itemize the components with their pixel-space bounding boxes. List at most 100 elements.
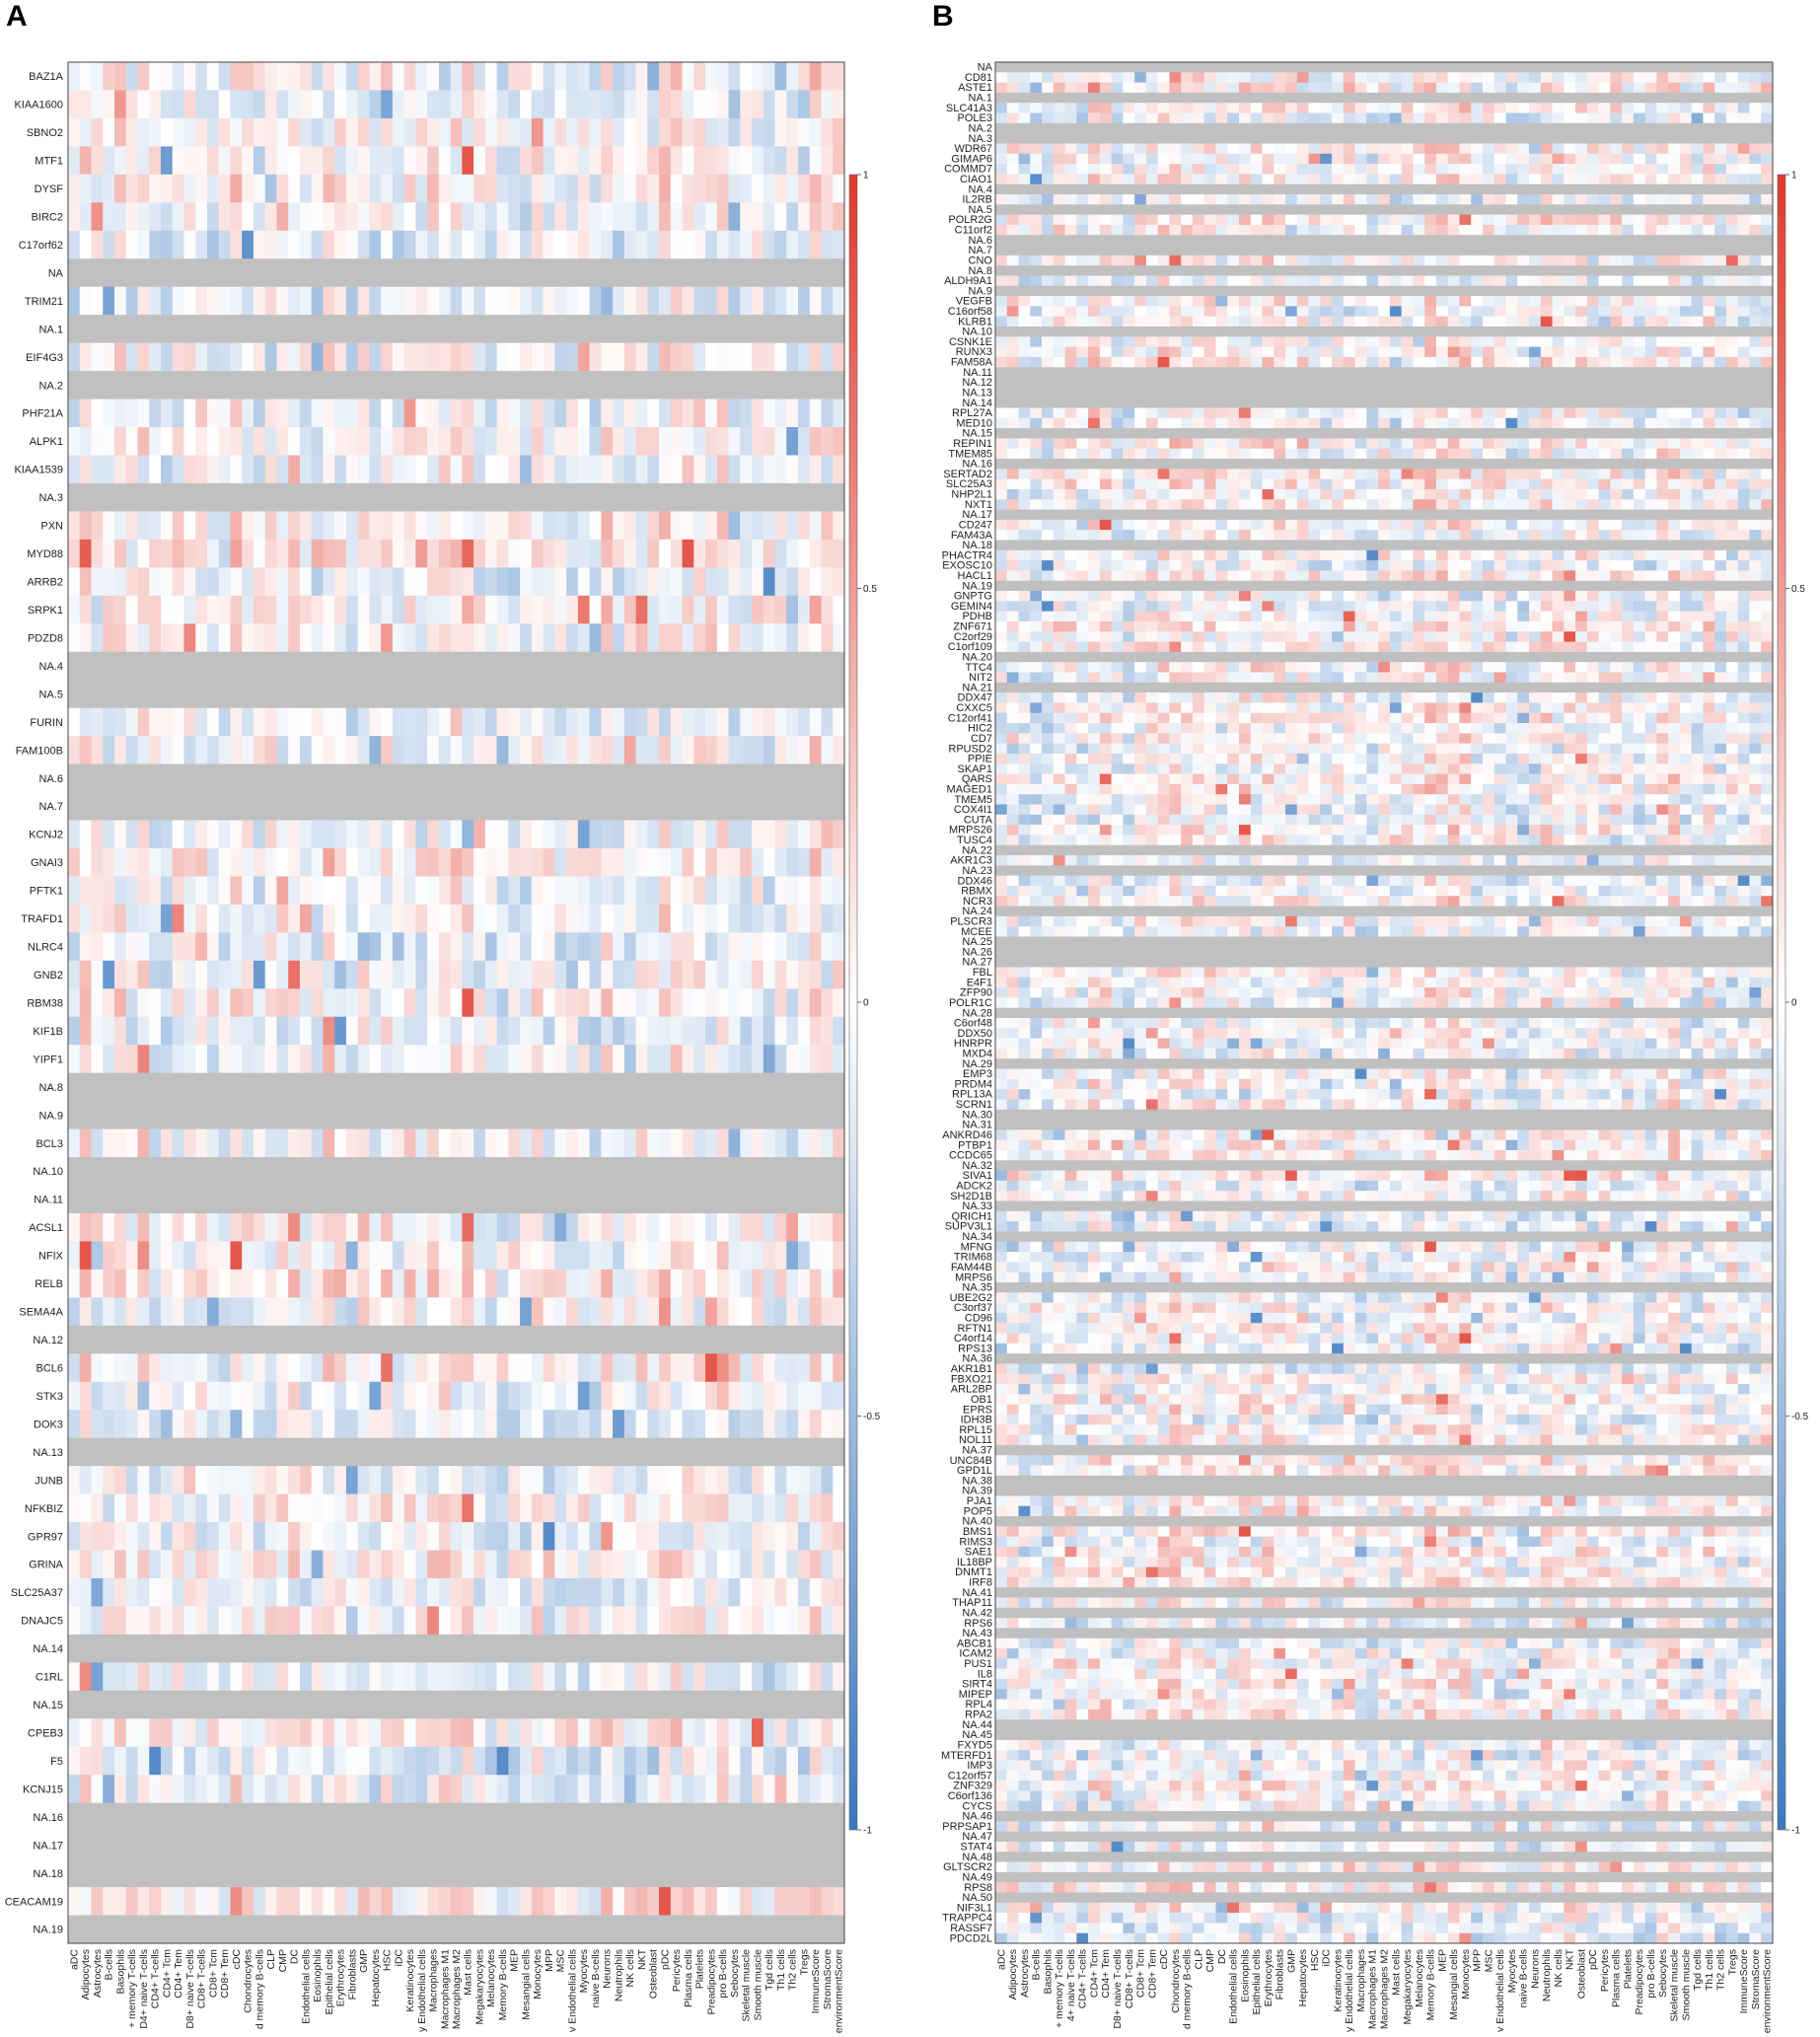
heatmap-cell <box>1622 224 1635 236</box>
heatmap-cell <box>183 1662 196 1692</box>
heatmap-cell <box>1679 174 1692 184</box>
heatmap-cell <box>1308 336 1321 347</box>
heatmap-cell <box>1274 407 1286 419</box>
heatmap-cell <box>137 1410 150 1438</box>
heatmap-cell <box>554 174 567 203</box>
heatmap-cell <box>1018 296 1031 307</box>
heatmap-cell <box>1413 164 1425 175</box>
heatmap-cell <box>1203 448 1216 460</box>
heatmap-cell <box>264 1045 277 1073</box>
heatmap-cell <box>1493 82 1506 94</box>
heatmap-cell <box>1354 448 1367 460</box>
heatmap-cell <box>253 399 265 428</box>
heatmap-cell <box>577 455 590 484</box>
heatmap-cell <box>740 904 753 933</box>
row-label: NA.2 <box>39 380 63 392</box>
heatmap-cell <box>369 1466 382 1494</box>
heatmap-cell <box>1320 143 1333 155</box>
heatmap-cell <box>1343 417 1355 429</box>
heatmap-cell <box>543 904 555 933</box>
heatmap-cell <box>1227 336 1240 347</box>
heatmap-cell <box>659 1775 672 1803</box>
heatmap-cell <box>1435 417 1448 429</box>
heatmap-cell <box>91 1775 104 1803</box>
heatmap-cell <box>635 876 648 906</box>
heatmap-cell <box>1413 469 1425 479</box>
heatmap-cell <box>833 1775 845 1803</box>
heatmap-cell <box>195 1381 208 1411</box>
heatmap-cell <box>1064 296 1077 307</box>
heatmap-cell <box>1169 255 1182 266</box>
heatmap-cell <box>415 1381 428 1411</box>
heatmap-cell <box>601 511 614 541</box>
heatmap-cell <box>1586 164 1599 175</box>
heatmap-cell <box>1668 194 1681 205</box>
heatmap-cell <box>1714 336 1727 347</box>
heatmap-cell <box>833 286 845 316</box>
heatmap-cell <box>450 286 463 316</box>
heatmap-cell <box>1586 143 1599 155</box>
column-label: StromaScore <box>822 1949 834 2009</box>
heatmap-cell <box>1668 356 1681 368</box>
heatmap-cell <box>716 876 729 906</box>
heatmap-cell <box>1598 174 1611 184</box>
heatmap-cell <box>1622 275 1635 287</box>
heatmap-cell <box>508 146 521 176</box>
heatmap-cell <box>1447 194 1460 205</box>
heatmap-cell <box>403 174 416 203</box>
heatmap-cell <box>1529 407 1542 419</box>
heatmap-cell <box>786 847 799 877</box>
heatmap-cell <box>543 174 555 203</box>
heatmap-cell <box>1389 346 1402 358</box>
heatmap-cell <box>1042 296 1055 307</box>
heatmap-cell <box>1320 275 1333 287</box>
heatmap-cell <box>149 1606 162 1636</box>
heatmap-cell <box>1203 153 1216 165</box>
heatmap-cell <box>137 960 150 989</box>
heatmap-cell <box>763 1045 775 1073</box>
heatmap-cell <box>311 1241 324 1271</box>
heatmap-cell <box>345 539 358 568</box>
heatmap-cell <box>531 988 544 1018</box>
heatmap-cell <box>242 876 255 906</box>
heatmap-cell <box>1703 417 1715 429</box>
heatmap-cell <box>1656 174 1669 184</box>
heatmap-cell <box>520 146 533 176</box>
heatmap-cell <box>705 1410 718 1438</box>
heatmap-cell <box>1053 407 1065 419</box>
heatmap-cell <box>1401 153 1414 165</box>
heatmap-cell <box>623 399 636 428</box>
heatmap-cell <box>821 511 834 541</box>
heatmap-cell <box>311 820 324 849</box>
heatmap-cell <box>276 230 289 259</box>
heatmap-cell <box>1042 143 1055 155</box>
heatmap-cell <box>728 1718 741 1748</box>
heatmap-cell <box>543 960 555 989</box>
heatmap-cell <box>623 960 636 989</box>
heatmap-cell <box>381 1606 394 1636</box>
heatmap-cell <box>230 117 243 147</box>
heatmap-cell <box>1471 417 1484 429</box>
heatmap-cell <box>1262 469 1274 479</box>
heatmap-cell <box>798 567 811 597</box>
heatmap-cell <box>1586 174 1599 184</box>
heatmap-cell <box>438 820 451 849</box>
heatmap-cell <box>1343 448 1355 460</box>
heatmap-cell <box>473 1353 486 1383</box>
heatmap-cell <box>774 960 787 989</box>
heatmap-cell <box>647 707 660 737</box>
heatmap-cell <box>1540 356 1553 368</box>
heatmap-cell <box>1622 296 1635 307</box>
heatmap-cell <box>670 847 683 877</box>
column-label: aDC <box>68 1949 80 1970</box>
heatmap-cell <box>91 1128 104 1158</box>
heatmap-cell <box>1564 296 1576 307</box>
heatmap-cell <box>1378 103 1391 113</box>
heatmap-cell <box>774 399 787 428</box>
row-label: C1RL <box>36 1672 63 1684</box>
heatmap-cell <box>311 1775 324 1803</box>
heatmap-cell <box>1203 336 1216 347</box>
heatmap-cell <box>1169 194 1182 205</box>
heatmap-cell <box>740 1522 753 1551</box>
heatmap-cell <box>392 342 404 372</box>
